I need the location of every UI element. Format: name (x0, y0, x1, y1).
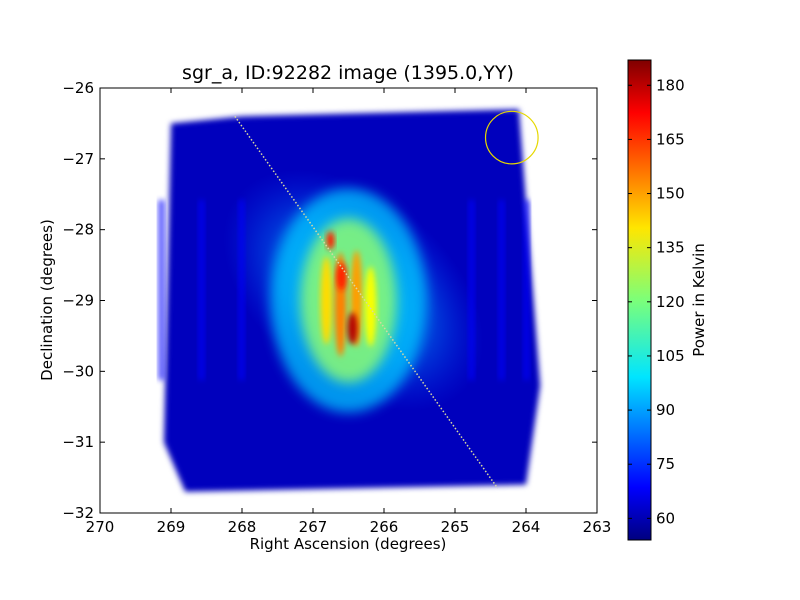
colorbar (627, 59, 652, 541)
heatmap-image (158, 109, 541, 492)
colorbar-tick-label: 60 (656, 509, 675, 527)
y-axis-ticks: −26 −27 −28 −29 −30 −31 −32 (62, 79, 597, 522)
x-tick-label: 267 (299, 518, 328, 536)
chart-title: sgr_a, ID:92282 image (1395.0,YY) (182, 62, 514, 84)
y-tick-label: −26 (62, 79, 94, 97)
map-stripe-2 (198, 200, 205, 380)
colorbar-tick-label: 120 (656, 293, 685, 311)
colorbar-ticks: 60 75 90 105 120 135 150 165 180 (628, 76, 685, 527)
emission-lobe-4 (364, 266, 377, 347)
map-stripe-6 (523, 200, 530, 380)
x-axis-ticks: 270 269 268 267 266 265 264 263 (86, 88, 612, 536)
emission-peak-lower (347, 312, 358, 345)
y-tick-label: −27 (62, 150, 94, 168)
x-tick-label: 270 (86, 518, 115, 536)
map-stripe-1 (158, 200, 165, 380)
colorbar-tick-label: 180 (656, 76, 685, 94)
map-stripe-4 (468, 200, 475, 380)
y-tick-label: −31 (62, 433, 94, 451)
colorbar-tick-label: 150 (656, 185, 685, 203)
emission-peak-top (326, 231, 335, 250)
colorbar-tick-label: 165 (656, 130, 685, 148)
emission-lobe-1 (320, 256, 333, 345)
x-tick-label: 269 (157, 518, 186, 536)
y-tick-label: −28 (62, 221, 94, 239)
colorbar-tick-label: 135 (656, 239, 685, 257)
map-stripe-3 (238, 200, 245, 380)
overlay-layer (234, 110, 539, 489)
y-tick-label: −30 (62, 362, 94, 380)
x-axis-label: Right Ascension (degrees) (250, 535, 447, 553)
x-tick-label: 266 (370, 518, 399, 536)
colorbar-label: Power in Kelvin (690, 243, 708, 357)
colorbar-tick-label: 75 (656, 455, 675, 473)
y-tick-label: −29 (62, 292, 94, 310)
map-stripe-5 (498, 200, 505, 380)
x-tick-label: 268 (228, 518, 257, 536)
x-tick-label: 265 (441, 518, 470, 536)
colorbar-tick-label: 90 (656, 401, 675, 419)
y-tick-label: −32 (62, 504, 94, 522)
beam-circle (484, 110, 539, 165)
emission-core (300, 218, 397, 383)
y-axis-label: Declination (degrees) (38, 219, 56, 381)
emission-peak-upper (336, 262, 347, 291)
x-tick-label: 264 (512, 518, 541, 536)
colorbar-tick-label: 105 (656, 347, 685, 365)
galactic-plane-line (234, 115, 499, 489)
x-tick-label: 263 (583, 518, 612, 536)
